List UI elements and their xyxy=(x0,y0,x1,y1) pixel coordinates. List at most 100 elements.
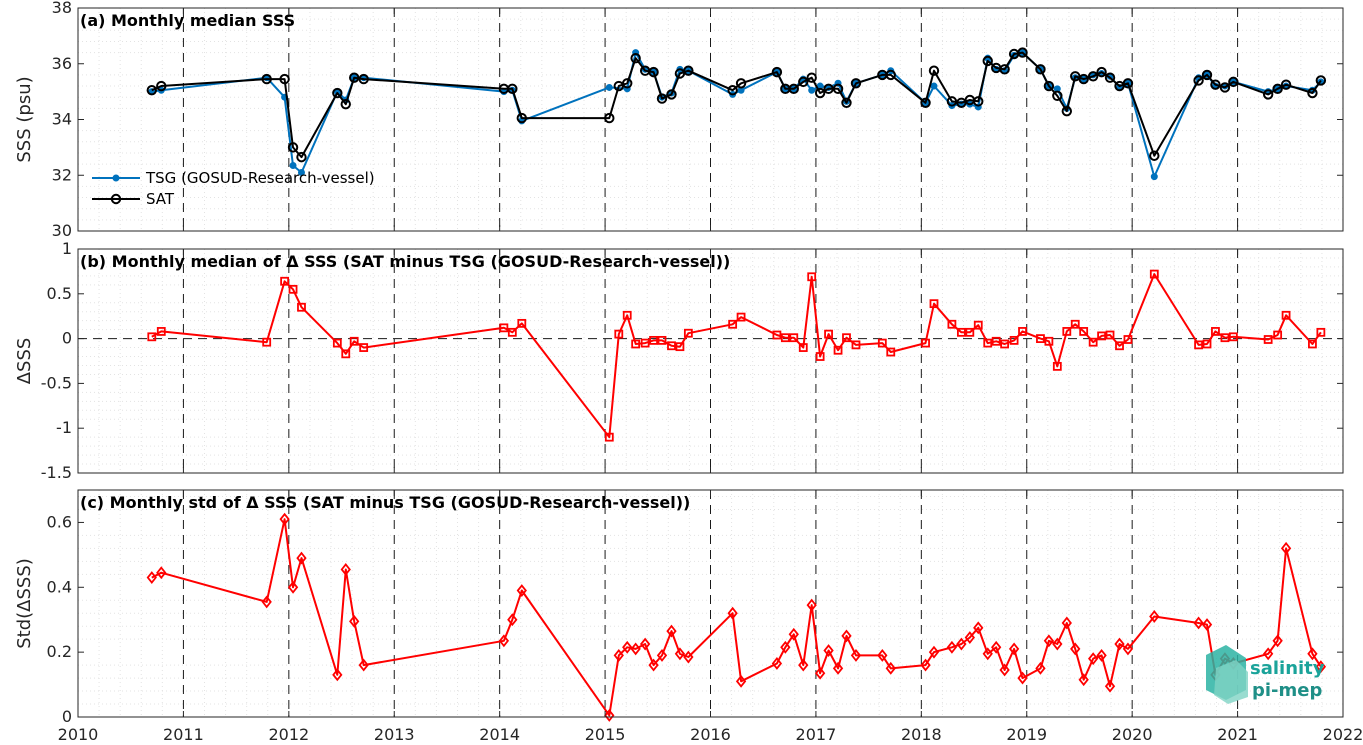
legend: TSG (GOSUD-Research-vessel) SAT xyxy=(92,169,375,208)
data-point xyxy=(727,606,738,620)
data-point xyxy=(1263,647,1274,661)
data-point xyxy=(261,595,272,609)
data-point xyxy=(1280,541,1292,555)
data-point xyxy=(349,614,360,628)
data-point xyxy=(964,631,975,644)
y-tick-label: 32 xyxy=(52,165,72,184)
data-point xyxy=(920,658,931,672)
data-point xyxy=(1052,637,1063,651)
data-point xyxy=(1315,660,1327,674)
data-point xyxy=(358,73,369,85)
data-point xyxy=(683,65,694,76)
y-axis-label-b: ΔSSS xyxy=(14,338,35,385)
data-point xyxy=(1104,72,1116,83)
data-point xyxy=(946,96,958,107)
data-point xyxy=(1122,78,1134,89)
data-point xyxy=(147,332,157,342)
data-point xyxy=(772,330,782,340)
data-point xyxy=(814,666,826,680)
x-tick-label: 2010 xyxy=(58,725,99,744)
data-point xyxy=(833,345,843,355)
data-point xyxy=(1316,327,1326,337)
data-point xyxy=(1263,335,1273,344)
data-point xyxy=(1201,618,1213,632)
data-point xyxy=(947,319,957,329)
data-point xyxy=(1219,82,1231,93)
logo-line2: pi-mep xyxy=(1252,680,1322,701)
y-tick-label: -1 xyxy=(56,418,72,437)
x-tick-label: 2014 xyxy=(479,725,520,744)
x-tick-label: 2017 xyxy=(796,725,837,744)
data-point xyxy=(798,343,808,352)
data-point xyxy=(1017,47,1028,58)
data-point xyxy=(289,161,297,169)
data-point xyxy=(622,310,632,320)
data-point xyxy=(1210,79,1221,90)
data-point xyxy=(674,647,686,661)
data-point xyxy=(279,73,290,85)
data-point xyxy=(877,648,888,662)
data-point xyxy=(1272,634,1283,648)
x-tick-label: 2020 xyxy=(1112,725,1153,744)
data-point xyxy=(1262,89,1274,100)
data-point xyxy=(1018,327,1027,336)
data-point xyxy=(928,65,940,76)
data-point xyxy=(877,338,887,348)
data-point xyxy=(832,661,844,675)
data-point xyxy=(1220,333,1230,343)
data-point xyxy=(499,323,509,333)
data-point xyxy=(1202,339,1212,349)
data-point xyxy=(850,648,862,662)
data-point xyxy=(288,284,298,294)
year-gridlines xyxy=(182,490,1239,717)
data-point xyxy=(649,335,658,345)
data-point xyxy=(982,647,993,661)
x-tick-label: 2018 xyxy=(901,725,942,744)
data-point xyxy=(296,551,307,565)
series-a-1 xyxy=(146,47,1327,163)
y-tick-label: 1 xyxy=(62,239,72,258)
data-point xyxy=(929,299,939,309)
data-point xyxy=(1193,616,1204,630)
data-point xyxy=(1043,634,1055,648)
y-tick-label: 0.2 xyxy=(47,642,72,661)
data-point xyxy=(771,657,783,670)
data-point xyxy=(823,83,834,95)
data-point xyxy=(1096,66,1107,78)
y-tick-label: 0.4 xyxy=(47,577,72,596)
data-point xyxy=(1104,679,1116,693)
data-point xyxy=(1052,90,1063,102)
x-tick-label: 2016 xyxy=(690,725,731,744)
salinity-pi-mep-logo: salinity pi-mep xyxy=(1206,645,1325,704)
data-point xyxy=(675,342,685,352)
data-point xyxy=(815,352,825,361)
y-tick-label: 30 xyxy=(52,221,72,240)
data-point xyxy=(798,76,809,88)
data-point xyxy=(1149,610,1160,623)
data-point xyxy=(1061,616,1072,630)
data-point xyxy=(517,318,527,328)
data-point xyxy=(1044,336,1054,346)
panel-title-c: (c) Monthly std of Δ SSS (SAT minus TSG … xyxy=(80,493,690,512)
data-point xyxy=(841,97,852,108)
y-tick-label: -0.5 xyxy=(41,373,72,392)
data-point xyxy=(614,329,624,339)
data-point xyxy=(991,640,1002,654)
data-point xyxy=(807,272,817,282)
data-point xyxy=(788,627,799,641)
data-point xyxy=(1087,71,1099,82)
x-tick-label: 2011 xyxy=(163,725,204,744)
data-point xyxy=(604,708,615,722)
data-point xyxy=(1036,334,1045,344)
data-point xyxy=(262,337,272,347)
data-point xyxy=(735,674,747,688)
data-point xyxy=(630,642,641,656)
data-point xyxy=(261,73,272,85)
data-point xyxy=(1009,335,1019,345)
data-point xyxy=(1273,330,1283,340)
data-point xyxy=(841,629,852,643)
data-point xyxy=(771,66,783,78)
data-point xyxy=(1043,80,1055,92)
series-b-0 xyxy=(147,269,1326,442)
data-point xyxy=(973,320,983,330)
